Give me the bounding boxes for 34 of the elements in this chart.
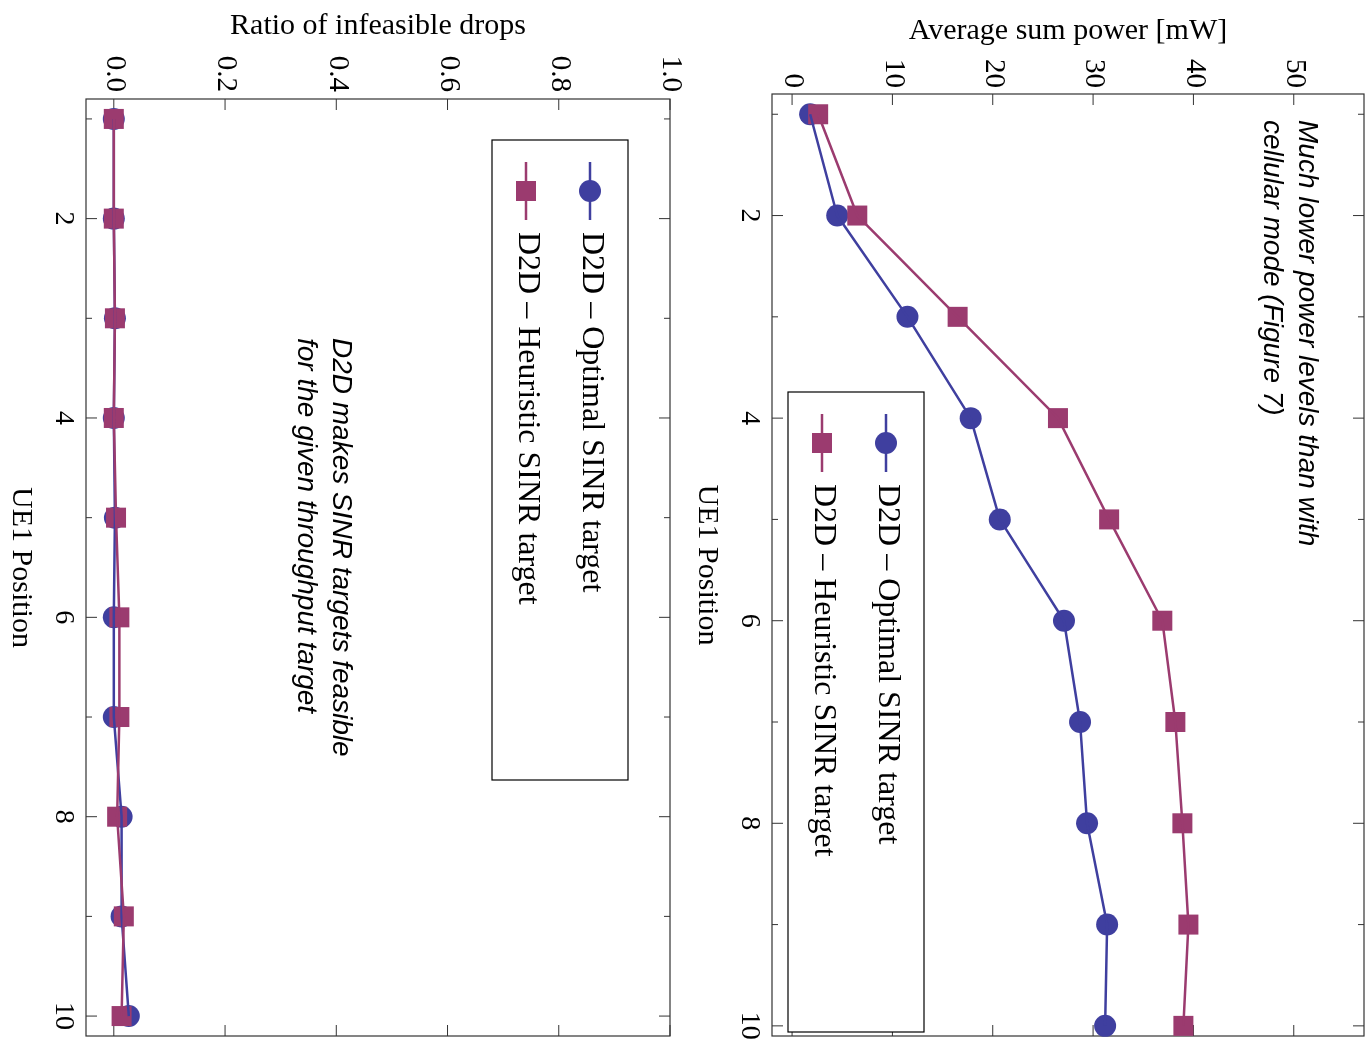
annotation: D2D makes SINR targets feasible for the given throughput target <box>291 338 358 757</box>
x-tick-label: 20 <box>980 59 1013 88</box>
legend-label: D2D – Heuristic SINR target <box>807 484 844 857</box>
x-tick-label: 0.0 <box>101 55 134 92</box>
y-tick-label: 10 <box>49 1002 81 1031</box>
y-tick-label: 2 <box>735 208 767 223</box>
x-tick-label: 0 <box>779 73 812 88</box>
x-tick-label: 0.6 <box>434 55 467 92</box>
x-tick-label: 0.8 <box>546 55 579 92</box>
x-tick-label: 50 <box>1281 59 1314 88</box>
legend-label: D2D – Optimal SINR target <box>575 232 612 593</box>
x-tick-label: 1.0 <box>657 55 690 92</box>
x-tick-label: 0.4 <box>323 55 356 93</box>
y-tick-label: 2 <box>49 211 81 226</box>
y-axis-title: UE1 Position <box>7 487 41 648</box>
x-tick-label: 30 <box>1080 59 1113 88</box>
y-tick-label: 10 <box>735 1011 767 1040</box>
point <box>1173 1015 1194 1036</box>
y-tick-label: 8 <box>49 809 81 824</box>
y-tick-label: 8 <box>735 816 767 831</box>
y-tick-label: 6 <box>735 613 767 628</box>
legend-label: D2D – Heuristic SINR target <box>511 232 548 605</box>
x-axis-title: Average sum power [mW] <box>908 11 1228 45</box>
point <box>1094 1014 1117 1037</box>
x-axis-title: Ratio of infeasible drops <box>230 6 526 40</box>
y-tick-label: 4 <box>49 410 81 425</box>
x-tick-label: 10 <box>879 59 912 88</box>
x-tick-label: 0.2 <box>212 55 245 92</box>
y-tick-label: 6 <box>49 610 81 625</box>
x-tick-label: 40 <box>1180 59 1213 88</box>
y-axis-title: UE1 Position <box>693 484 727 646</box>
y-tick-label: 4 <box>735 411 767 426</box>
legend-label: D2D – Optimal SINR target <box>871 484 908 845</box>
annotation: Much lower power levels than with cellular mode (Figure 7) <box>1257 120 1324 547</box>
